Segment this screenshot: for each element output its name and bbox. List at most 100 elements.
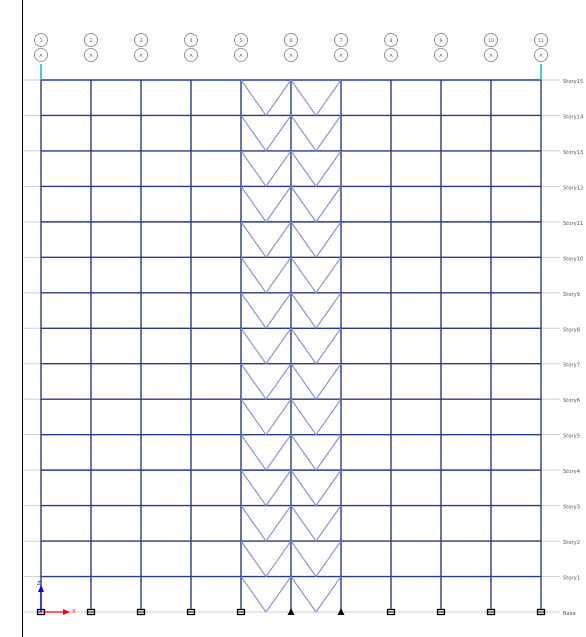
brace[interactable] (240, 186, 267, 223)
pinned-support[interactable] (337, 608, 345, 615)
brace[interactable] (265, 540, 292, 577)
grid-bubble-number[interactable] (534, 33, 548, 47)
grid-bubble-number[interactable] (234, 33, 248, 47)
grid-bubble-number[interactable] (34, 33, 48, 47)
brace[interactable] (265, 221, 292, 258)
brace[interactable] (290, 292, 317, 329)
z-axis-arrow (38, 585, 44, 592)
brace[interactable] (265, 79, 292, 116)
grid-bubble-letter[interactable] (234, 48, 248, 62)
brace[interactable] (240, 469, 267, 506)
brace[interactable] (240, 505, 267, 542)
grid-bubble-letter[interactable] (384, 48, 398, 62)
brace[interactable] (290, 150, 317, 187)
brace[interactable] (265, 327, 292, 365)
brace[interactable] (265, 469, 292, 506)
story-label: Story9 (563, 292, 580, 298)
grid-bubble-number[interactable] (434, 33, 448, 47)
brace[interactable] (315, 186, 342, 223)
grid-bubble-number-text: 10 (488, 38, 494, 44)
brace[interactable] (290, 221, 317, 258)
brace[interactable] (290, 327, 317, 365)
brace[interactable] (240, 363, 267, 400)
brace[interactable] (240, 576, 267, 613)
grid-bubble-number[interactable] (484, 33, 498, 47)
brace[interactable] (290, 79, 317, 116)
grid-bubble-letter[interactable] (284, 48, 298, 62)
grid-bubble-letter-text: A (389, 53, 393, 59)
brace[interactable] (315, 434, 342, 471)
brace[interactable] (265, 115, 292, 152)
grid-bubble-letter[interactable] (184, 48, 198, 62)
brace[interactable] (315, 327, 342, 365)
brace[interactable] (240, 398, 267, 436)
grid-bubble-number[interactable] (384, 33, 398, 47)
brace[interactable] (240, 115, 267, 152)
grid-bubble-letter[interactable] (34, 48, 48, 62)
grid-bubble-number-text: 6 (290, 38, 293, 44)
grid-bubble-number[interactable] (334, 33, 348, 47)
pinned-support[interactable] (287, 608, 295, 615)
brace[interactable] (315, 256, 342, 294)
brace[interactable] (315, 292, 342, 329)
brace[interactable] (265, 505, 292, 542)
story-label: Story15 (563, 79, 583, 85)
grid-bubble-letter[interactable] (84, 48, 98, 62)
brace[interactable] (240, 256, 267, 294)
brace[interactable] (265, 363, 292, 400)
grid-bubble-letter-text: A (439, 53, 443, 59)
grid-bubble-letter[interactable] (334, 48, 348, 62)
brace[interactable] (240, 434, 267, 471)
grid-bubble-letter[interactable] (484, 48, 498, 62)
brace[interactable] (265, 398, 292, 436)
brace[interactable] (265, 150, 292, 187)
grid-bubble-letter-text: A (489, 53, 493, 59)
brace[interactable] (315, 363, 342, 400)
story-label: Story3 (563, 505, 580, 511)
brace[interactable] (240, 327, 267, 365)
grid-bubble-letter[interactable] (534, 48, 548, 62)
brace[interactable] (240, 540, 267, 577)
brace[interactable] (315, 469, 342, 506)
brace[interactable] (290, 576, 317, 613)
story-label: Story5 (563, 434, 580, 440)
grid-bubble-number[interactable] (284, 33, 298, 47)
grid-bubble-number-text: 5 (240, 38, 243, 44)
brace[interactable] (240, 292, 267, 329)
brace[interactable] (315, 115, 342, 152)
brace[interactable] (315, 576, 342, 613)
brace[interactable] (265, 576, 292, 613)
brace[interactable] (290, 363, 317, 400)
brace[interactable] (290, 469, 317, 506)
brace[interactable] (315, 540, 342, 577)
grid-bubble-number[interactable] (134, 33, 148, 47)
brace[interactable] (240, 221, 267, 258)
brace[interactable] (315, 150, 342, 187)
brace[interactable] (265, 256, 292, 294)
brace[interactable] (315, 398, 342, 436)
brace[interactable] (315, 221, 342, 258)
grid-bubble-number[interactable] (184, 33, 198, 47)
brace[interactable] (290, 505, 317, 542)
brace[interactable] (315, 505, 342, 542)
story-label: Base (563, 611, 576, 617)
grid-bubble-number[interactable] (84, 33, 98, 47)
grid-bubble-number-text: 4 (190, 38, 193, 44)
brace[interactable] (265, 186, 292, 223)
brace[interactable] (315, 79, 342, 116)
brace[interactable] (290, 398, 317, 436)
brace[interactable] (240, 150, 267, 187)
brace[interactable] (290, 115, 317, 152)
brace[interactable] (240, 79, 267, 116)
brace[interactable] (265, 434, 292, 471)
brace[interactable] (265, 292, 292, 329)
brace[interactable] (290, 434, 317, 471)
grid-bubble-letter[interactable] (134, 48, 148, 62)
brace[interactable] (290, 256, 317, 294)
grid-bubble-letter[interactable] (434, 48, 448, 62)
brace[interactable] (290, 186, 317, 223)
story-label: Story12 (563, 185, 583, 191)
brace[interactable] (290, 540, 317, 577)
